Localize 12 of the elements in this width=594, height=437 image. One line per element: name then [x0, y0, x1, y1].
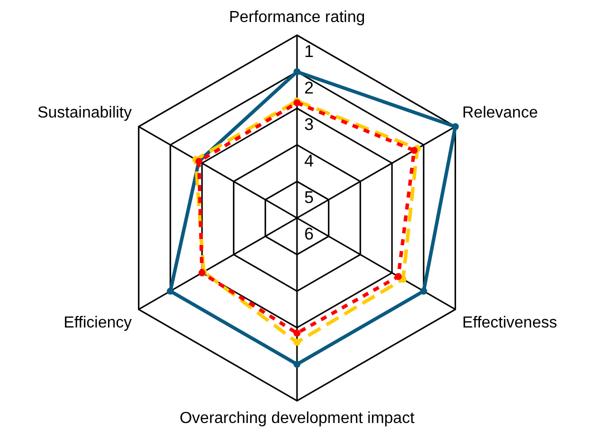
y-tick-label: 2 — [304, 78, 314, 98]
y-tick-label: 4 — [304, 152, 314, 171]
spoke-label: Performance rating — [228, 9, 366, 26]
spoke-label: Efficiency — [64, 314, 132, 332]
y-tick-label: 6 — [304, 224, 314, 244]
spoke-label: Overarching development impact — [180, 410, 415, 427]
spoke-label: Relevance — [462, 104, 538, 122]
y-tick-label: 1 — [304, 42, 314, 61]
y-tick-label: 5 — [304, 188, 314, 208]
y-tick-label: 3 — [304, 115, 314, 134]
spoke-label: Effectiveness — [462, 314, 558, 332]
spoke-label: Sustainability — [37, 104, 132, 122]
